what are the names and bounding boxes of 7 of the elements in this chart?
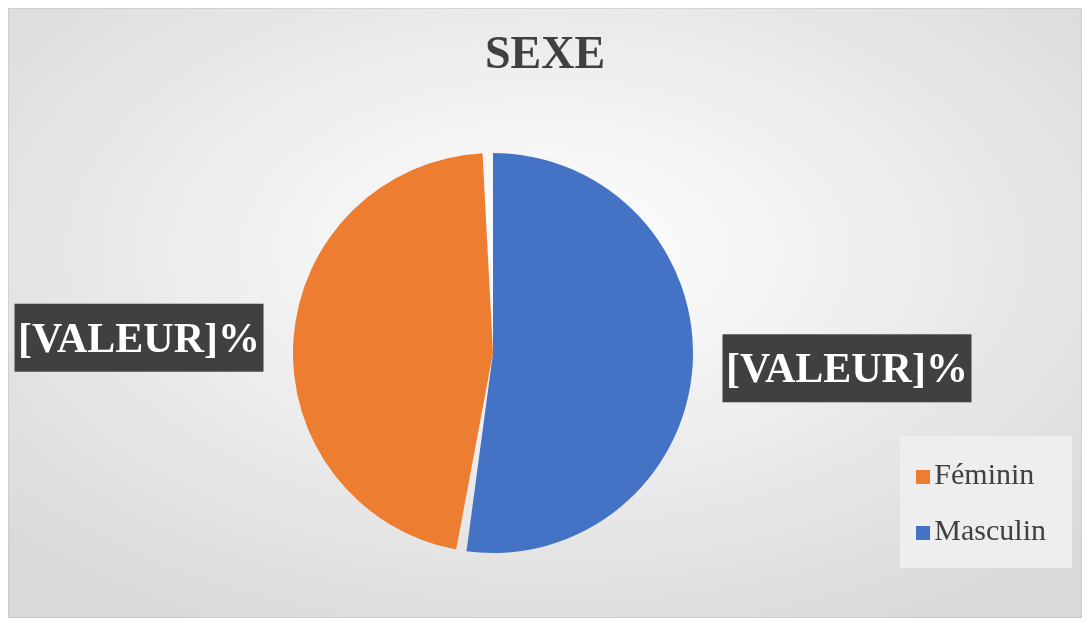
pie-slice [466,153,693,553]
chart-title: SEXE [484,27,606,78]
data-label: [VALEUR]% [18,314,260,361]
legend-label: Féminin [934,457,1035,490]
pie-slice [293,153,493,550]
data-label: [VALEUR]% [726,345,968,392]
legend-label: Masculin [934,513,1046,546]
